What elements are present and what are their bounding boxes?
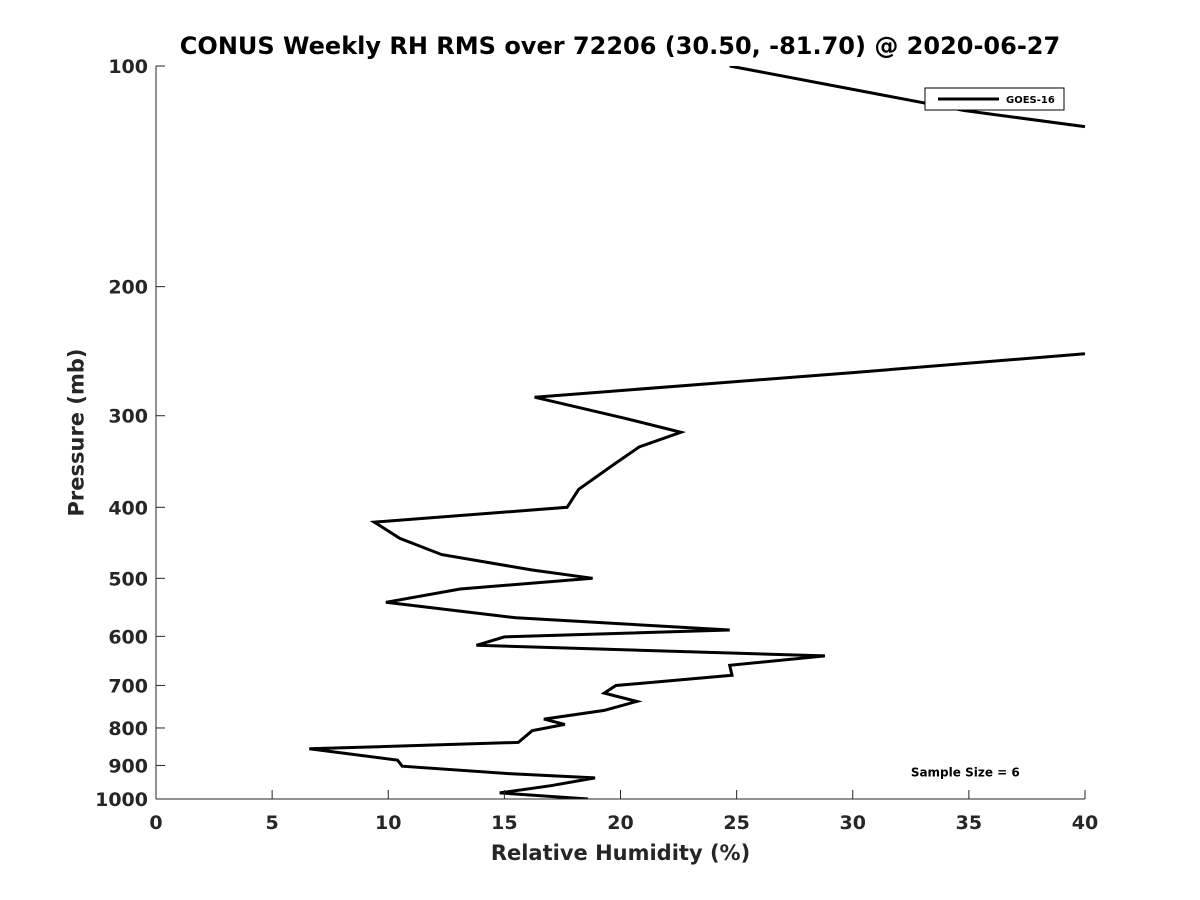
- y-tick-label: 500: [108, 568, 148, 590]
- y-tick-label: 700: [108, 675, 148, 697]
- x-tick-label: 0: [149, 812, 162, 834]
- y-tick-label: 100: [108, 56, 148, 78]
- sample-size-annotation: Sample Size = 6: [911, 765, 1020, 779]
- y-tick-label: 900: [108, 755, 148, 777]
- chart-title: CONUS Weekly RH RMS over 72206 (30.50, -…: [180, 32, 1060, 60]
- y-tick-label: 200: [108, 277, 148, 299]
- legend: GOES-16: [924, 87, 1065, 111]
- x-tick-label: 35: [956, 812, 982, 834]
- x-tick-label: 10: [375, 812, 401, 834]
- x-tick-label: 25: [723, 812, 749, 834]
- x-tick-label: 15: [491, 812, 517, 834]
- y-axis-label: Pressure (mb): [64, 349, 88, 517]
- x-tick-label: 5: [266, 812, 279, 834]
- y-tick-label: 300: [108, 406, 148, 428]
- legend-entry-goes-16: GOES-16: [1006, 95, 1055, 106]
- x-tick-label: 40: [1072, 812, 1098, 834]
- x-tick-label: 20: [607, 812, 633, 834]
- x-tick-label: 30: [840, 812, 866, 834]
- y-tick-label: 400: [108, 497, 148, 519]
- x-axis-label: Relative Humidity (%): [491, 841, 750, 865]
- y-tick-label: 1000: [95, 789, 148, 811]
- y-tick-label: 800: [108, 718, 148, 740]
- series-line-goes-16-segment-2: [309, 352, 1085, 799]
- plot-area: [156, 66, 1085, 799]
- y-tick-label: 600: [108, 626, 148, 648]
- x-axis-ticks: 0 5 10 15 20 25 30 35 40: [149, 790, 1098, 834]
- y-axis-ticks: 100 200 300 400 500 600 700 800 900 1000: [95, 56, 165, 811]
